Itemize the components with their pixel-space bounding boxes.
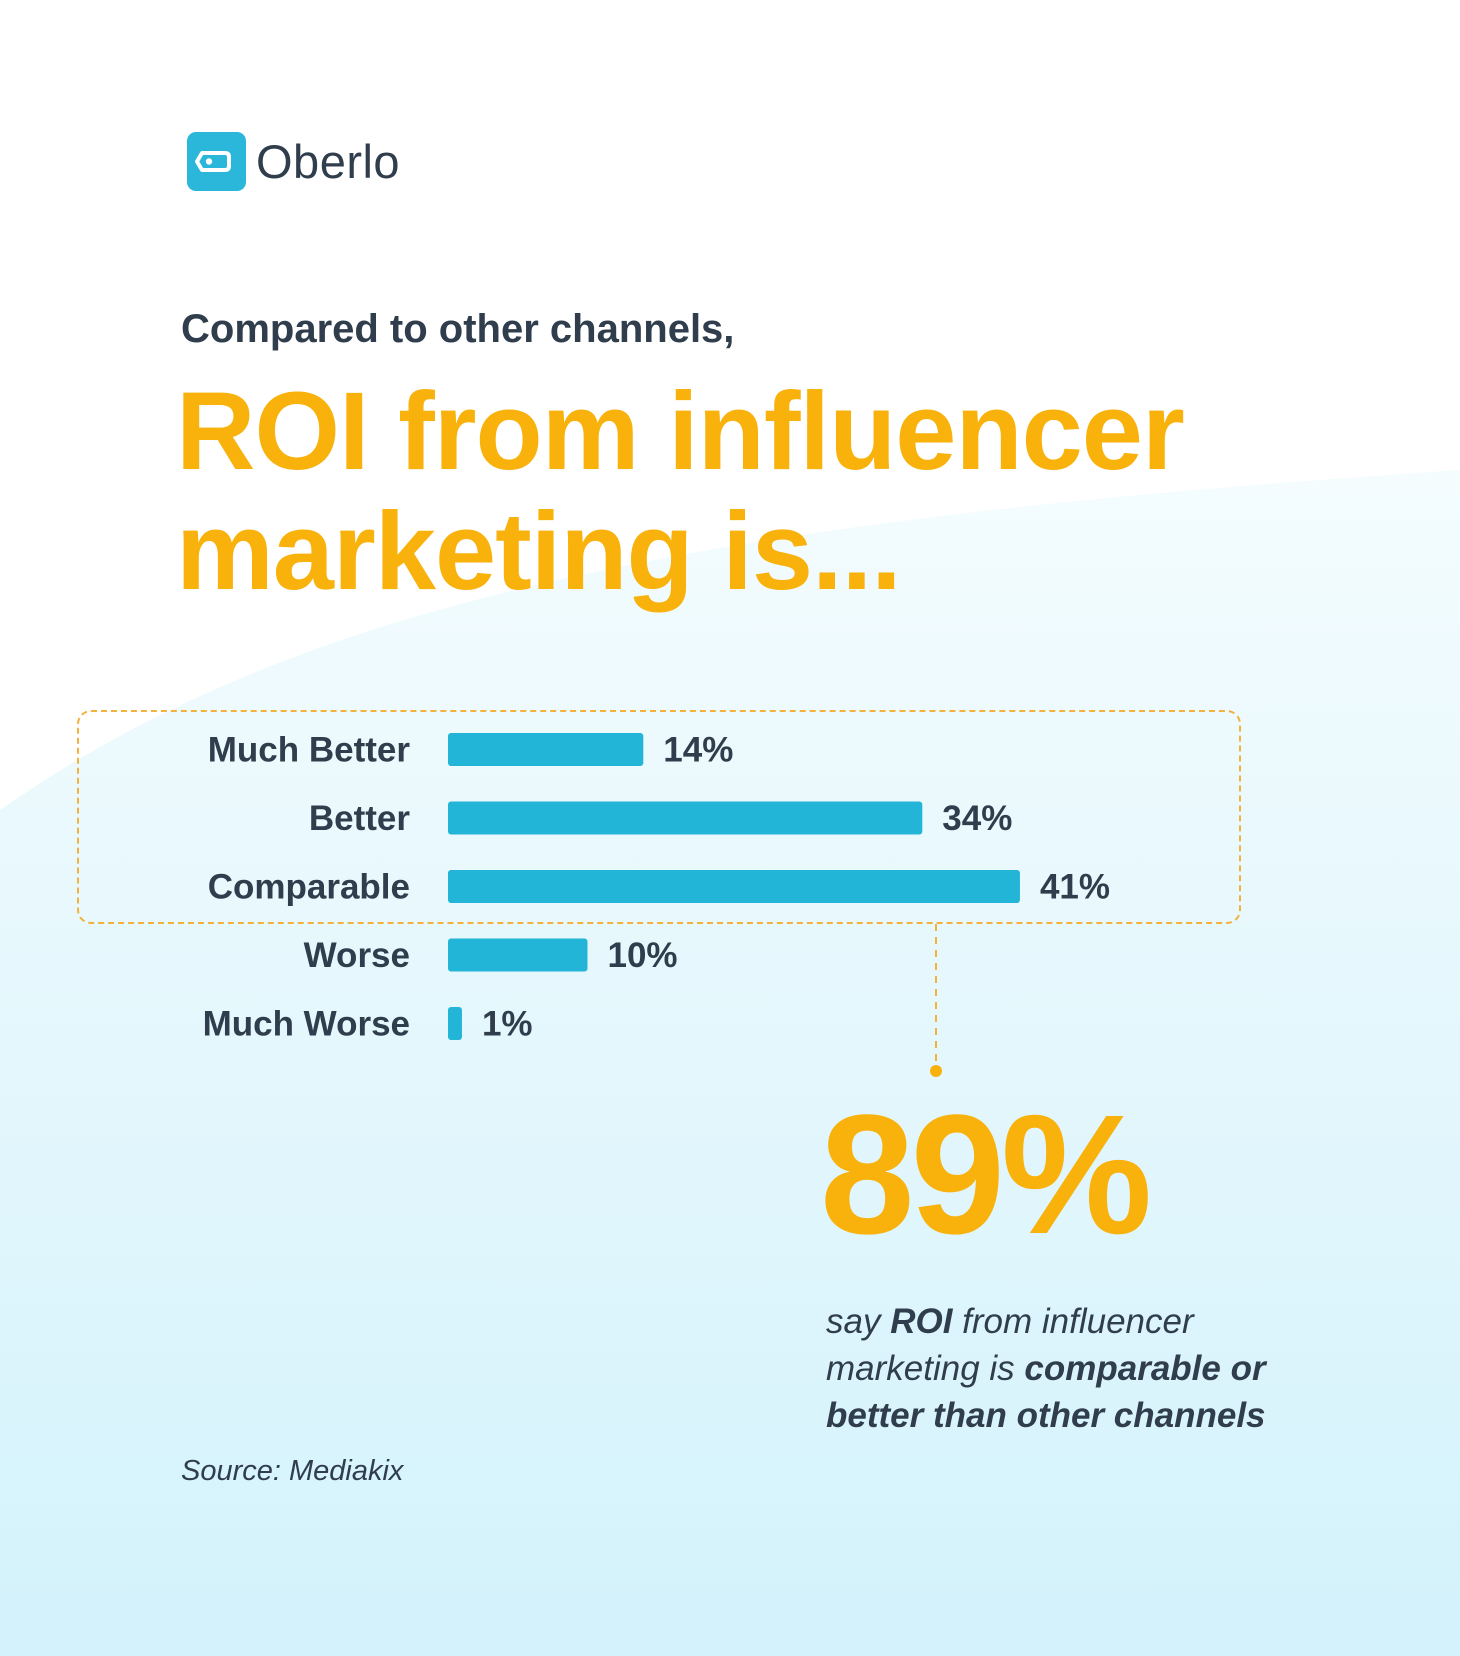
category-label-much-worse: Much Worse — [203, 1005, 410, 1044]
callout-desc-1: say — [826, 1302, 891, 1341]
bar-comparable — [448, 870, 1020, 903]
value-label-much-worse: 1% — [482, 1005, 533, 1044]
oberlo-logo: Oberlo — [187, 131, 400, 191]
bar-much-better — [448, 733, 644, 766]
callout-desc-4: comparable or better than other channels — [826, 1349, 1266, 1435]
category-label-much-better: Much Better — [208, 731, 411, 770]
value-label-comparable: 41% — [1040, 868, 1110, 907]
callout-desc-2: ROI — [890, 1302, 953, 1341]
category-label-worse: Worse — [304, 936, 410, 975]
value-label-better: 34% — [942, 799, 1012, 838]
logo-text: Oberlo — [256, 134, 401, 188]
callout-desc-3: from influencer marketing is — [826, 1302, 1194, 1388]
tag-icon — [187, 131, 246, 191]
headline: ROI from influencer marketing is... — [176, 372, 1376, 612]
callout-stat: 89% — [820, 1080, 1152, 1270]
category-label-better: Better — [309, 799, 411, 838]
subtitle: Compared to other channels, — [181, 307, 735, 351]
bar-worse — [448, 938, 588, 972]
source-note: Source: Mediakix — [181, 1455, 404, 1487]
highlight-box — [77, 710, 1241, 924]
callout-description: say ROI from influencer marketing is com… — [826, 1298, 1286, 1439]
headline-line-1: ROI from influencer — [176, 370, 1185, 493]
value-label-much-better: 14% — [663, 731, 733, 770]
callout-connector — [930, 924, 942, 1077]
value-label-worse: 10% — [608, 936, 678, 975]
bar-better — [448, 801, 923, 835]
category-label-comparable: Comparable — [208, 868, 410, 907]
bar-much-worse — [448, 1007, 462, 1040]
headline-line-2: marketing is... — [176, 490, 902, 613]
